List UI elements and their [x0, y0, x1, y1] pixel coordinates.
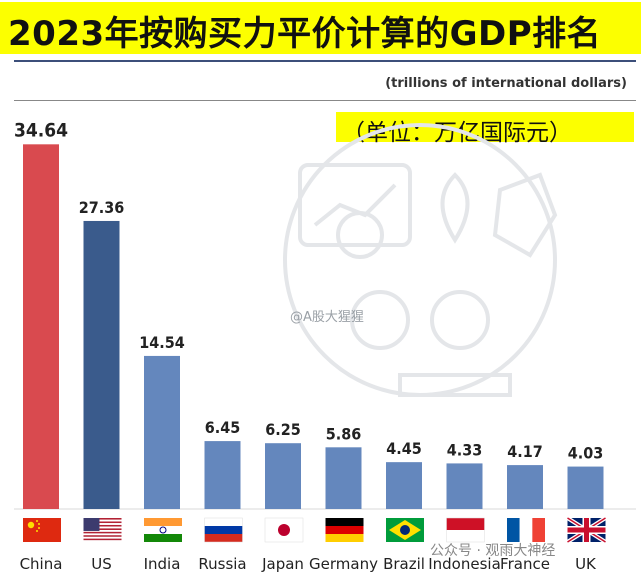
- value-label-brazil: 4.45: [386, 439, 422, 458]
- bar-china: [23, 144, 59, 509]
- brazil-flag-icon: [386, 518, 424, 542]
- bar-brazil: [386, 462, 422, 509]
- france-flag-icon: [507, 518, 545, 542]
- bar-india: [144, 355, 180, 509]
- indonesia-flag-icon: [446, 517, 485, 543]
- value-label-china: 34.64: [14, 119, 68, 141]
- category-label-china: China: [20, 555, 63, 573]
- footer-note: 公众号 · 观雨大神经: [430, 543, 556, 559]
- chart-subtitle: (trillions of international dollars): [385, 76, 627, 91]
- us-flag-icon: [83, 518, 122, 542]
- value-label-india: 14.54: [139, 333, 185, 352]
- bar-japan: [265, 443, 301, 509]
- category-label-india: India: [144, 555, 181, 573]
- china-flag-icon: [23, 518, 61, 542]
- title-divider: [14, 60, 636, 62]
- category-label-uk: UK: [575, 555, 597, 573]
- uk-flag-icon: [566, 516, 607, 544]
- value-label-germany: 5.86: [326, 424, 362, 443]
- title-band: [0, 2, 641, 54]
- bar-indonesia: [446, 463, 483, 509]
- germany-flag-icon: [325, 518, 364, 542]
- unit-band: [336, 112, 634, 142]
- bar-us: [83, 220, 120, 509]
- category-label-russia: Russia: [198, 555, 246, 573]
- bar-germany: [325, 447, 362, 509]
- category-label-brazil: Brazil: [383, 555, 425, 573]
- category-label-indonesia: Indonesia: [428, 555, 501, 573]
- japan-flag-icon: [264, 517, 304, 543]
- watermark: @A股大猩猩: [290, 310, 364, 325]
- russia-flag-icon: [204, 517, 243, 543]
- value-label-us: 27.36: [79, 198, 125, 217]
- value-label-russia: 6.45: [205, 418, 241, 437]
- background-illustration-icon: [283, 123, 558, 397]
- india-flag-icon: [144, 518, 182, 542]
- bar-russia: [204, 441, 241, 509]
- value-label-france: 4.17: [507, 442, 543, 461]
- bar-uk: [567, 466, 604, 509]
- category-label-germany: Germany: [309, 555, 378, 573]
- subtitle-divider: [14, 100, 636, 101]
- bar-france: [507, 465, 543, 509]
- category-label-france: France: [500, 555, 550, 573]
- value-label-uk: 4.03: [568, 444, 604, 463]
- category-label-us: US: [91, 555, 112, 573]
- category-label-japan: Japan: [261, 555, 304, 573]
- page-title: 2023年按购买力平价计算的GDP排名: [8, 14, 602, 54]
- value-label-indonesia: 4.33: [447, 440, 483, 459]
- value-label-japan: 6.25: [265, 420, 301, 439]
